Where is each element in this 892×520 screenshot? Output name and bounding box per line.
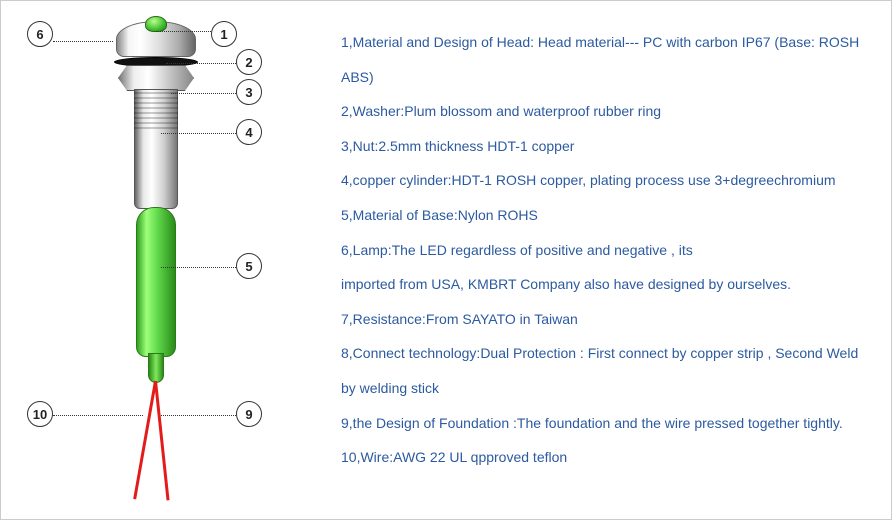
leader-2 [166,63,236,64]
spec-7: 7,Resistance:From SAYATO in Taiwan [341,306,871,333]
led-lamp [145,16,167,32]
nylon-base [136,207,176,357]
callout-1: 1 [211,21,237,47]
thread-detail [134,89,178,129]
base-tip [148,353,164,383]
leader-6 [53,41,113,42]
spec-8b: by welding stick [341,375,871,402]
leader-5 [161,267,236,268]
specification-text: 1,Material and Design of Head: Head mate… [331,1,891,519]
spec-8a: 8,Connect technology:Dual Protection : F… [341,340,871,367]
wire-1 [133,381,157,500]
wire-2 [154,381,170,501]
callout-6: 6 [27,21,53,47]
hex-nut [118,65,194,91]
spec-1b: ABS) [341,64,871,91]
spec-5: 5,Material of Base:Nylon ROHS [341,202,871,229]
leader-10 [53,415,143,416]
callout-4: 4 [236,119,262,145]
callout-10: 10 [27,401,53,427]
spec-4: 4,copper cylinder:HDT-1 ROSH copper, pla… [341,167,871,194]
spec-9: 9,the Design of Foundation :The foundati… [341,410,871,437]
spec-10: 10,Wire:AWG 22 UL qpproved teflon [341,444,871,471]
callout-2: 2 [236,49,262,75]
callout-5: 5 [236,253,262,279]
spec-1a: 1,Material and Design of Head: Head mate… [341,29,871,56]
callout-3: 3 [236,79,262,105]
leader-3 [171,93,236,94]
leader-9 [161,415,236,416]
spec-6b: imported from USA, KMBRT Company also ha… [341,271,871,298]
head-cap [116,21,196,57]
callout-9: 9 [236,401,262,427]
leader-4 [161,133,236,134]
diagram-panel: 12 3 4 5 6 9 10 [1,1,331,519]
spec-3: 3,Nut:2.5mm thickness HDT-1 copper [341,133,871,160]
leader-1 [156,31,211,32]
spec-6a: 6,Lamp:The LED regardless of positive an… [341,237,871,264]
spec-2: 2,Washer:Plum blossom and waterproof rub… [341,98,871,125]
